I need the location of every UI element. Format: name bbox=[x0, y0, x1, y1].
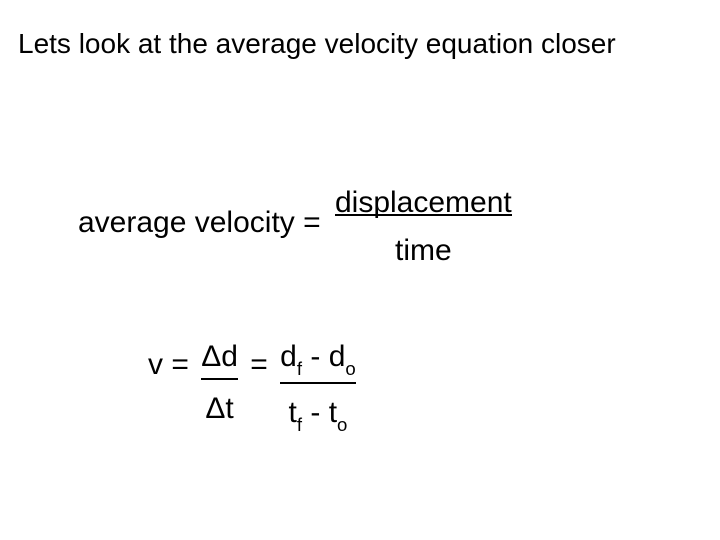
eq1-fraction: displacement time bbox=[335, 178, 512, 268]
eq2-equals-1: = bbox=[171, 348, 189, 382]
eq2-frac1-den: Δt bbox=[201, 392, 238, 426]
eq2-frac1-num: Δd bbox=[201, 340, 238, 374]
eq2-frac-delta: Δd Δt bbox=[201, 340, 238, 426]
eq2-frac2-num: df - do bbox=[280, 340, 356, 378]
eq2-v: v bbox=[148, 348, 163, 382]
eq1-numerator: displacement bbox=[335, 186, 512, 220]
t-final-sub: f bbox=[297, 414, 302, 435]
t-final-base: t bbox=[289, 396, 297, 429]
eq1-lhs: average velocity = bbox=[78, 206, 321, 240]
fraction-bar-icon bbox=[280, 382, 356, 384]
minus-op: - bbox=[302, 340, 329, 373]
equation-symbols: v = Δd Δt = df - do tf - to bbox=[148, 340, 360, 434]
eq2-equals-2: = bbox=[250, 348, 268, 382]
t-initial-base: t bbox=[329, 396, 337, 429]
slide-title: Lets look at the average velocity equati… bbox=[18, 28, 616, 60]
minus-op: - bbox=[302, 396, 329, 429]
slide: Lets look at the average velocity equati… bbox=[0, 0, 720, 540]
fraction-bar-icon bbox=[201, 378, 238, 380]
eq1-denominator: time bbox=[335, 234, 512, 268]
eq2-frac2-den: tf - to bbox=[280, 396, 356, 434]
t-initial-sub: o bbox=[337, 414, 347, 435]
d-final-base: d bbox=[280, 340, 297, 373]
d-initial-base: d bbox=[329, 340, 346, 373]
eq2-frac-expanded: df - do tf - to bbox=[280, 340, 356, 434]
d-final-sub: f bbox=[297, 358, 302, 379]
d-initial-sub: o bbox=[345, 358, 355, 379]
equation-words: average velocity = displacement time bbox=[78, 178, 512, 268]
